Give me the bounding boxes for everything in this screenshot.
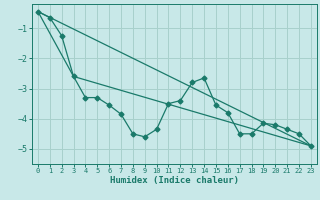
- X-axis label: Humidex (Indice chaleur): Humidex (Indice chaleur): [110, 176, 239, 185]
